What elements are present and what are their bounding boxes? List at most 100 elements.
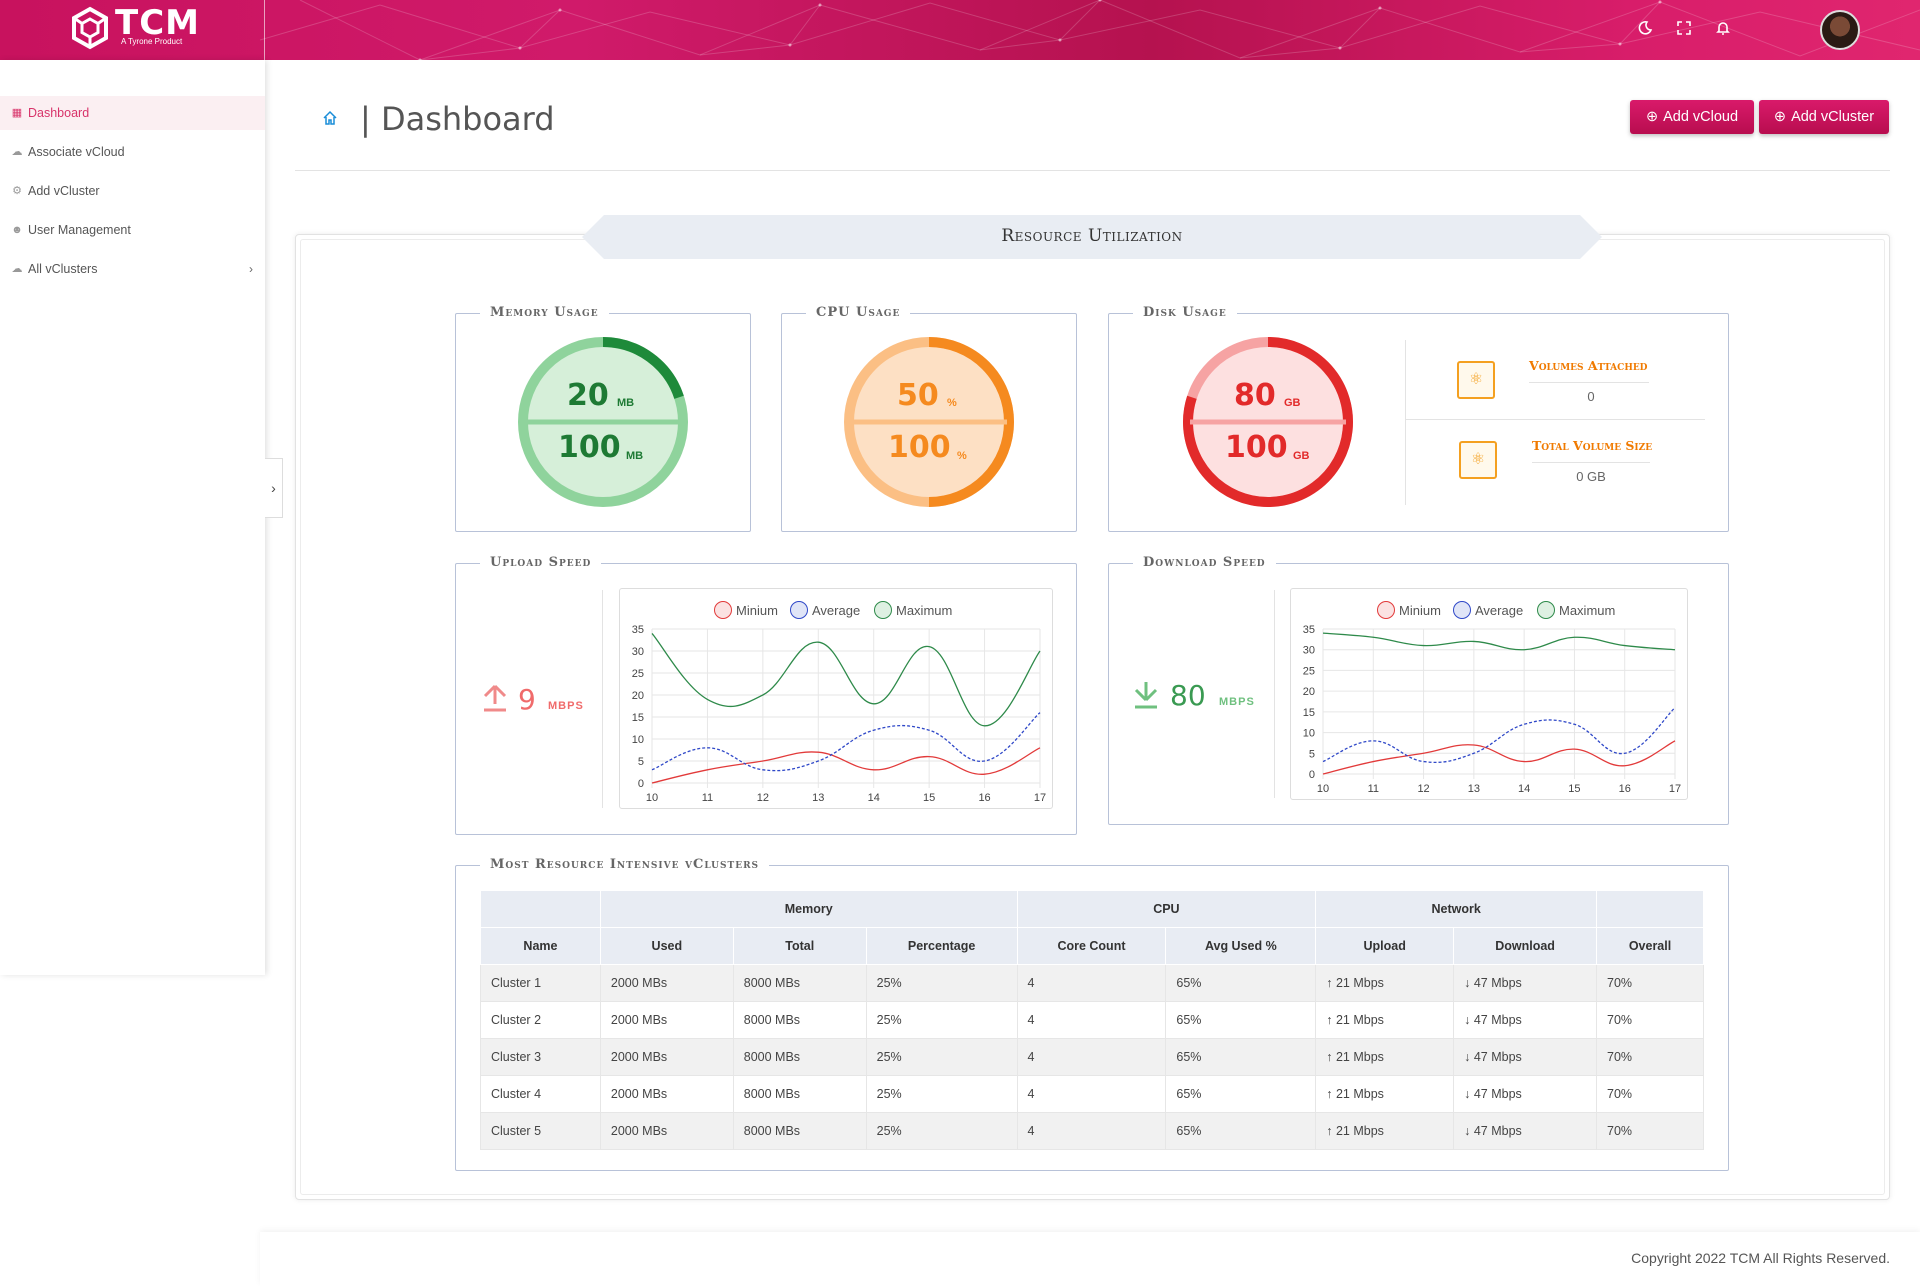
upload-speed-value: 9 [518, 683, 536, 716]
download-icon: ↓ [1464, 1124, 1474, 1138]
download-value: ↓ 47 Mbps [1453, 964, 1598, 1002]
sidebar-item-label: User Management [28, 223, 131, 237]
y-tick-label: 20 [632, 690, 644, 702]
cluster-name: Cluster 3 [480, 1038, 601, 1076]
logo-subtitle: A Tyrone Product [121, 37, 183, 46]
col-avg-used[interactable]: Avg Used % [1165, 927, 1317, 965]
y-tick-label: 30 [1303, 645, 1315, 657]
y-tick-label: 15 [632, 712, 644, 724]
card-legend: Memory Usage [480, 305, 609, 320]
card-legend: CPU Usage [806, 305, 911, 320]
upload-value: ↑ 21 Mbps [1315, 1038, 1455, 1076]
legend-maximum[interactable]: Maximum [1537, 601, 1615, 619]
disk-used-unit: GB [1284, 397, 1301, 409]
theme-icon[interactable] [1635, 20, 1655, 40]
cpu-used-unit: % [947, 397, 957, 409]
sidebar-item-user-management[interactable]: ☻ User Management [0, 213, 265, 247]
sidebar-item-label: All vClusters [28, 262, 98, 276]
sidebar-item-associate-vcloud[interactable]: ☁ Associate vCloud [0, 135, 265, 169]
chevron-right-icon: › [249, 262, 253, 276]
table-row[interactable]: Cluster 3 2000 MBs 8000 MBs 25% 4 65% ↑ 21 Mbp… [480, 1038, 1704, 1076]
download-icon: ↓ [1464, 1050, 1474, 1064]
x-tick-label: 16 [978, 792, 990, 804]
add-vcloud-button[interactable]: ⊕ Add vCloud [1630, 100, 1754, 134]
download-line-chart: 0 5 10 15 20 25 30 35 10 11 12 13 14 15 16 17 [1303, 624, 1681, 795]
cluster-name: Cluster 2 [480, 1001, 601, 1039]
col-overall[interactable]: Overall [1596, 927, 1704, 965]
cluster-name: Cluster 1 [480, 964, 601, 1002]
legend-minium[interactable]: Minium [714, 601, 778, 619]
x-tick-label: 10 [1317, 783, 1329, 795]
sidebar-item-all-vclusters[interactable]: ☁ All vClusters › [0, 252, 265, 286]
download-icon: ↓ [1464, 976, 1474, 990]
download-icon: ↓ [1464, 1087, 1474, 1101]
series-line-maximum [651, 632, 1041, 727]
sidebar-item-label: Dashboard [28, 106, 90, 120]
legend-average[interactable]: Average [790, 601, 860, 619]
x-tick-label: 12 [757, 792, 769, 804]
memory-used: 2000 MBs [600, 1001, 734, 1039]
upload-arrow-icon [483, 684, 507, 712]
fullscreen-icon[interactable] [1674, 20, 1694, 40]
col-core-count[interactable]: Core Count [1016, 927, 1167, 965]
total-volume-size-value: 0 GB [1576, 469, 1606, 484]
col-percentage[interactable]: Percentage [865, 927, 1018, 965]
legend-average[interactable]: Average [1453, 601, 1523, 619]
upload-icon: ↑ [1326, 976, 1336, 990]
logo-cube-icon [72, 6, 108, 50]
x-tick-label: 11 [702, 792, 713, 804]
dashboard-icon: ▦ [11, 107, 23, 119]
table-row[interactable]: Cluster 2 2000 MBs 8000 MBs 25% 4 65% ↑ 21 Mbp… [480, 1001, 1704, 1039]
table-row[interactable]: Cluster 1 2000 MBs 8000 MBs 25% 4 65% ↑ 21 Mbp… [480, 964, 1704, 1002]
legend-minium[interactable]: Minium [1377, 601, 1441, 619]
col-used[interactable]: Used [599, 927, 734, 965]
bell-icon[interactable] [1713, 20, 1733, 40]
add-vcluster-label: Add vCluster [1791, 109, 1875, 125]
cpu-used-value: 50 [897, 378, 939, 413]
disk-gauge [1183, 337, 1353, 507]
total-volume-size-label: Total Volume Size [1532, 438, 1653, 453]
y-tick-label: 0 [1309, 769, 1315, 781]
memory-gauge [518, 337, 688, 507]
add-vcloud-label: Add vCloud [1663, 109, 1739, 125]
sidebar-collapse-toggle[interactable]: › [265, 458, 283, 518]
y-tick-label: 35 [1303, 624, 1315, 636]
sidebar-item-add-vcluster[interactable]: ⚙ Add vCluster [0, 174, 265, 208]
memory-total-unit: MB [626, 450, 644, 462]
footer-copyright: Copyright 2022 TCM All Rights Reserved. [1631, 1250, 1890, 1266]
x-tick-label: 10 [646, 792, 658, 804]
legend-maximum[interactable]: Maximum [874, 601, 952, 619]
cloud-icon: ☁ [11, 146, 23, 158]
table-row[interactable]: Cluster 5 2000 MBs 8000 MBs 25% 4 65% ↑ 21 Mbp… [480, 1112, 1704, 1150]
series-line-average [651, 712, 1041, 772]
cpu-avg-used: 65% [1165, 1001, 1317, 1039]
col-upload[interactable]: Upload [1315, 927, 1455, 965]
y-tick-label: 5 [638, 756, 644, 768]
cpu-gauge [844, 337, 1014, 507]
x-tick-label: 15 [1568, 783, 1580, 795]
home-icon[interactable] [322, 110, 338, 131]
core-count: 4 [1017, 964, 1167, 1002]
col-name[interactable]: Name [480, 927, 601, 965]
upload-value: ↑ 21 Mbps [1315, 1075, 1455, 1113]
user-avatar[interactable] [1820, 10, 1860, 50]
x-tick-label: 16 [1619, 783, 1631, 795]
overall-value: 70% [1596, 1112, 1704, 1150]
core-count: 4 [1017, 1001, 1167, 1039]
memory-total: 8000 MBs [733, 1112, 867, 1150]
download-value: ↓ 47 Mbps [1453, 1001, 1598, 1039]
col-total[interactable]: Total [732, 927, 867, 965]
footer: Copyright 2022 TCM All Rights Reserved. [260, 1232, 1920, 1286]
table-row[interactable]: Cluster 4 2000 MBs 8000 MBs 25% 4 65% ↑ 21 Mbp… [480, 1075, 1704, 1113]
series-line-minium [651, 747, 1041, 784]
memory-used: 2000 MBs [600, 964, 734, 1002]
resource-banner [582, 215, 1602, 259]
memory-percentage: 25% [866, 1038, 1018, 1076]
sidebar-item-dashboard[interactable]: ▦ Dashboard [0, 96, 265, 130]
add-vcluster-button[interactable]: ⊕ Add vCluster [1759, 100, 1889, 134]
memory-used: 2000 MBs [600, 1038, 734, 1076]
series-line-minium [1322, 740, 1676, 775]
logo[interactable]: TCM A Tyrone Product [0, 0, 265, 60]
col-download[interactable]: Download [1453, 927, 1598, 965]
overall-value: 70% [1596, 964, 1704, 1002]
